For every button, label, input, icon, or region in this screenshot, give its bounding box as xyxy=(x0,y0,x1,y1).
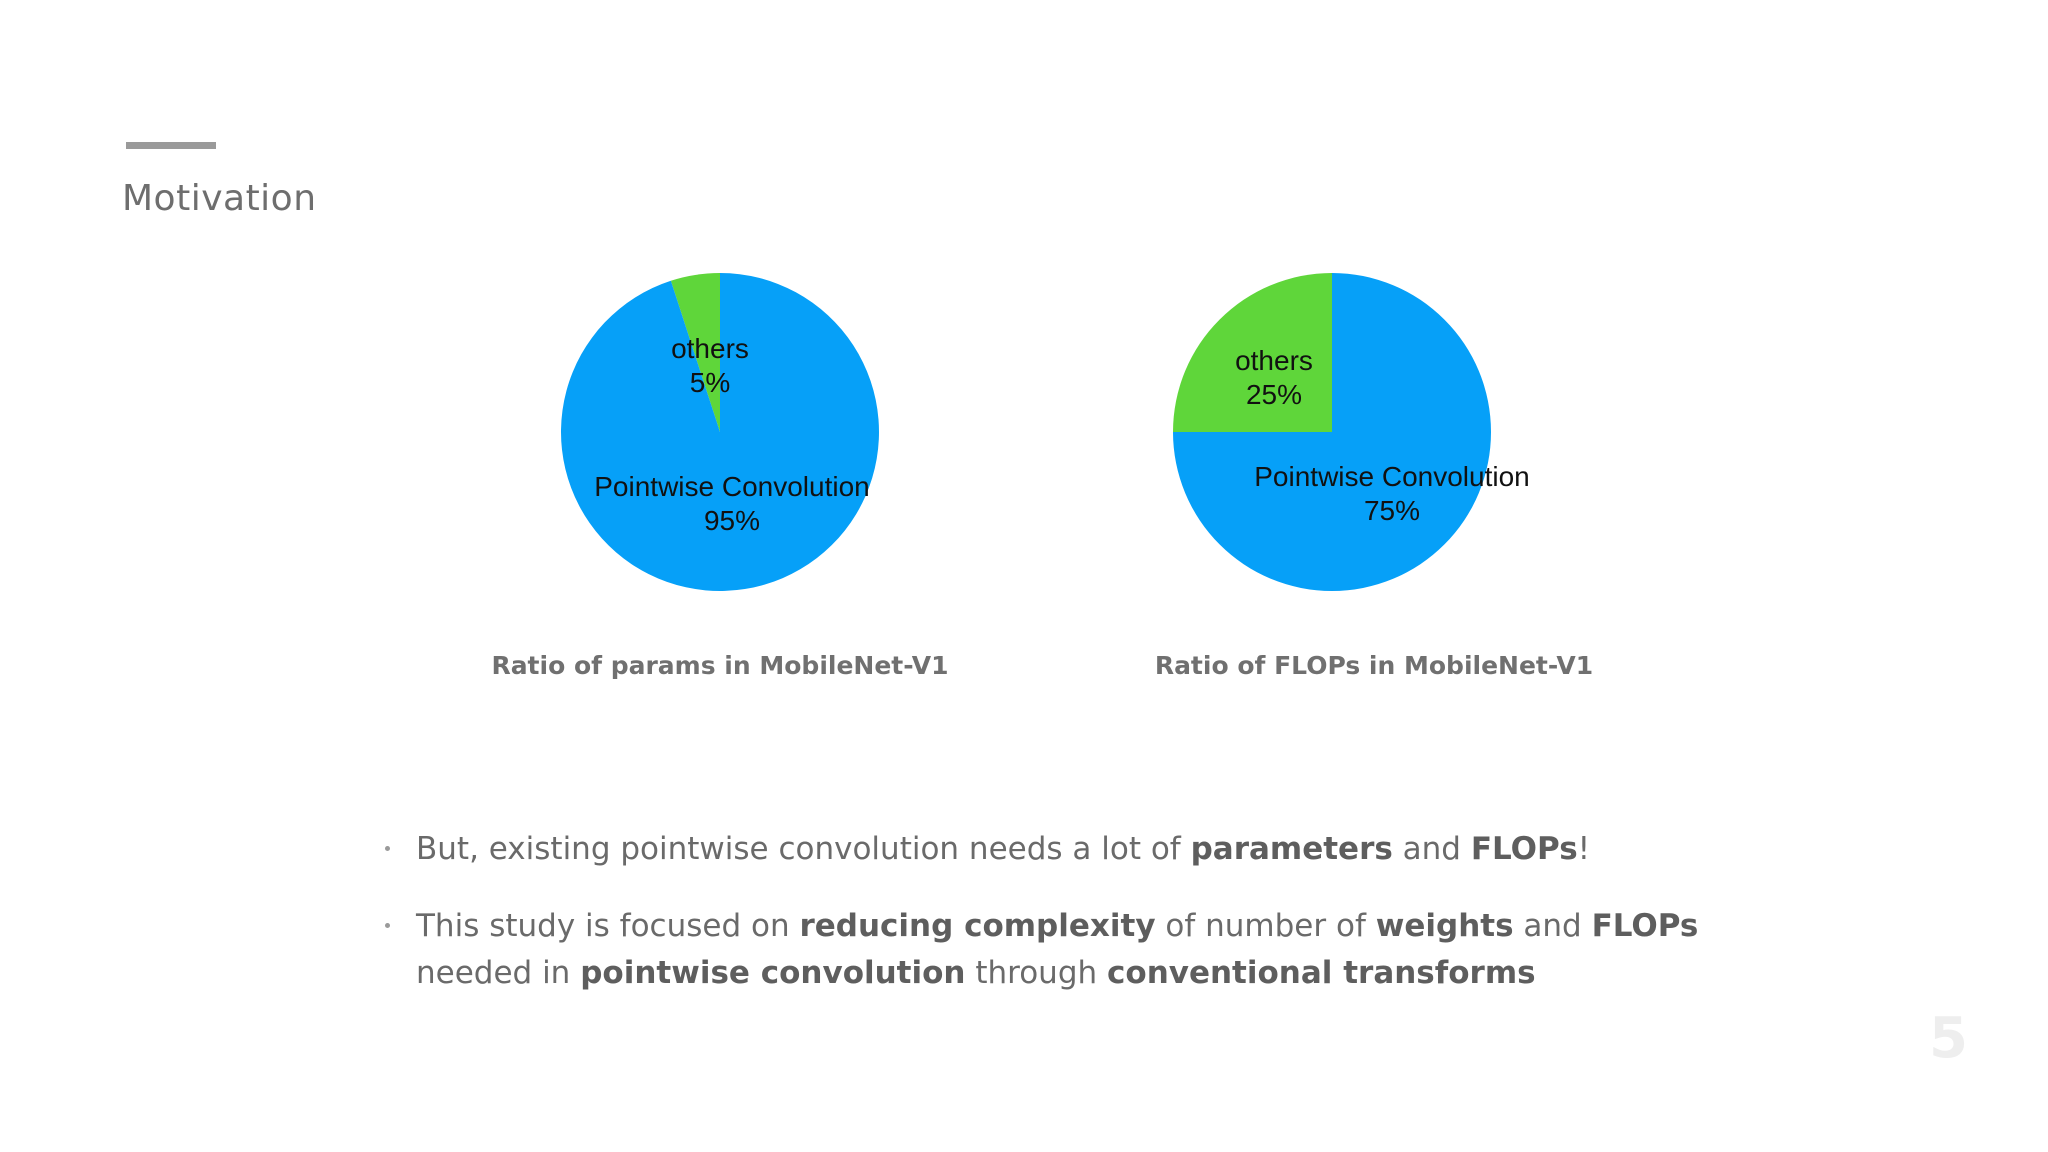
bullet-segment: needed in xyxy=(416,955,581,991)
bullet-text: This study is focused on reducing comple… xyxy=(416,908,1698,991)
bullet-emphasis: parameters xyxy=(1190,831,1393,867)
bullet-segment: and xyxy=(1392,831,1471,867)
bullet-dot-icon xyxy=(385,846,390,851)
flops-pointwise-value-label: 75% xyxy=(1364,495,1420,526)
params-pie-slice-pointwise xyxy=(560,273,879,591)
params-chart-title: Ratio of params in MobileNet-V1 xyxy=(491,651,948,680)
bullet-emphasis: FLOPs xyxy=(1591,908,1699,944)
bullet-emphasis: conventional transforms xyxy=(1107,955,1536,991)
bullet-segment: of number of xyxy=(1155,908,1376,944)
bullet-segment: and xyxy=(1513,908,1592,944)
params-others-name-label: others xyxy=(671,333,749,364)
params-pointwise-value-label: 95% xyxy=(704,505,760,536)
bullet-text: But, existing pointwise convolution need… xyxy=(416,831,1590,867)
bullet-segment: through xyxy=(965,955,1108,991)
bullet-list: But, existing pointwise convolution need… xyxy=(376,826,1736,1027)
bullet-item: But, existing pointwise convolution need… xyxy=(376,826,1736,873)
flops-pointwise-name-label: Pointwise Convolution xyxy=(1254,461,1530,492)
slide-title: Motivation xyxy=(122,178,317,219)
bullet-emphasis: reducing complexity xyxy=(799,908,1156,944)
params-others-value-label: 5% xyxy=(690,367,730,398)
params-pie-chart: others 5% Pointwise Convolution 95% Rati… xyxy=(491,273,949,680)
bullet-emphasis: pointwise convolution xyxy=(580,955,966,991)
bullet-emphasis: FLOPs xyxy=(1470,831,1578,867)
params-pointwise-name-label: Pointwise Convolution xyxy=(594,471,870,502)
page-number: 5 xyxy=(1929,1006,1968,1071)
bullet-segment: ! xyxy=(1577,831,1591,867)
title-accent-bar xyxy=(126,142,216,149)
bullet-item: This study is focused on reducing comple… xyxy=(376,903,1736,997)
flops-others-name-label: others xyxy=(1235,345,1313,376)
flops-pie-slice-others xyxy=(1173,273,1332,432)
flops-pie-chart: others 25% Pointwise Convolution 75% Rat… xyxy=(1155,273,1593,680)
bullet-dot-icon xyxy=(385,923,390,928)
bullet-segment: This study is focused on xyxy=(416,908,800,944)
pie-charts: others 5% Pointwise Convolution 95% Rati… xyxy=(491,273,1593,680)
flops-others-value-label: 25% xyxy=(1246,379,1302,410)
params-pie-slice-others xyxy=(670,273,720,432)
bullet-emphasis: weights xyxy=(1375,908,1514,944)
flops-pie-slice-pointwise xyxy=(1173,273,1491,591)
flops-chart-title: Ratio of FLOPs in MobileNet-V1 xyxy=(1155,651,1593,680)
bullet-segment: But, existing pointwise convolution need… xyxy=(416,831,1191,867)
